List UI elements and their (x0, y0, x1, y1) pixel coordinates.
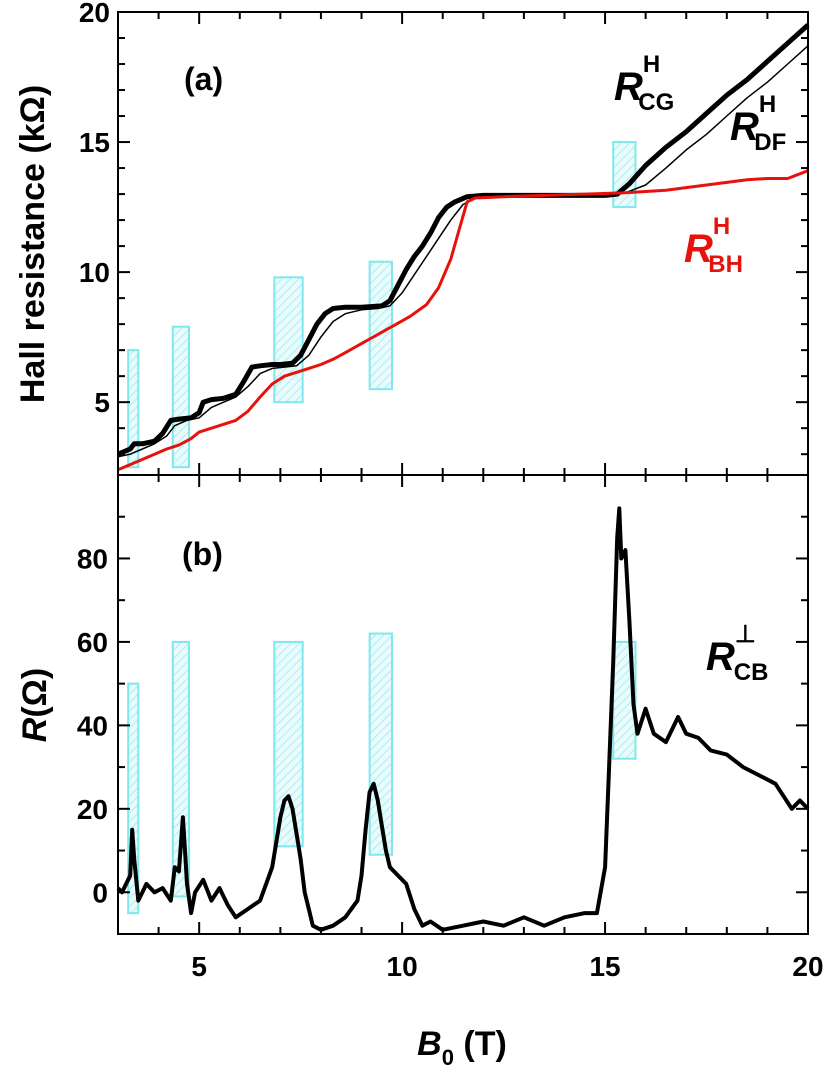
highlight-band-b-3 (368, 632, 393, 856)
panel-b-label: (b) (182, 536, 223, 572)
highlight-band-b-0 (127, 682, 140, 915)
series-label-df-sub: DF (754, 129, 786, 156)
y-tick-label-b: 60 (77, 627, 108, 658)
y-axis-title-b: R(Ω) (16, 668, 54, 742)
x-axis-title-rest: (T) (454, 1025, 507, 1063)
x-tick-label: 5 (191, 951, 207, 982)
series-line-df (117, 45, 809, 458)
y-tick-label-b: 80 (77, 543, 108, 574)
series-label-bh-main: R (684, 227, 713, 271)
y-tick-label-a: 5 (94, 387, 110, 418)
ticks-layer: 5 10 15 20 0 20 40 60 80 5 10 15 20 (77, 0, 824, 982)
y-tick-label-a: 20 (79, 0, 110, 28)
series-label-cg-sub: CG (638, 89, 674, 116)
y-tick-label-b: 20 (77, 794, 108, 825)
x-axis-title-main: B (417, 1025, 442, 1063)
panel-a-label: (a) (184, 61, 223, 97)
series-label-cb: R⊥ CB (706, 621, 768, 686)
series-label-cg-main: R (614, 65, 643, 109)
series-label-cb-sub: CB (734, 659, 769, 686)
y-tick-label-a: 10 (79, 257, 110, 288)
highlight-band-a-0 (127, 349, 140, 469)
y-tick-label-b: 0 (92, 877, 108, 908)
series-label-cb-main: R (706, 635, 735, 679)
highlight-band-a-2 (273, 276, 304, 404)
x-axis-title-sub: 0 (442, 1045, 454, 1070)
series-label-df-sup: H (759, 91, 776, 118)
series-label-cg-sup: H (643, 51, 660, 78)
curves-layer (116, 23, 810, 932)
highlight-bands (127, 141, 637, 915)
y-axis-title-a: Hall resistance (kΩ) (14, 85, 52, 403)
series-label-cb-sup: ⊥ (735, 621, 756, 648)
y-axis-title-b-rest: (Ω) (16, 668, 54, 718)
series-label-df: RH DF (730, 91, 786, 156)
series-line-bh (117, 169, 809, 472)
highlight-band-a-3 (368, 260, 393, 391)
x-tick-label: 20 (792, 951, 823, 982)
series-label-cg: RH CG (614, 51, 674, 116)
x-tick-label: 10 (387, 951, 418, 982)
y-axis-title-b-main: R (16, 717, 54, 742)
x-axis-title: B0 (T) (417, 1025, 507, 1070)
highlight-band-a-4 (612, 141, 637, 209)
y-tick-label-b: 40 (77, 710, 108, 741)
series-label-bh-sup: H (713, 213, 730, 240)
series-label-bh-sub: BH (708, 251, 743, 278)
highlight-band-a-1 (171, 325, 191, 469)
series-line-cg (117, 23, 810, 457)
series-line-cb (116, 506, 810, 932)
highlight-band-b-2 (273, 640, 304, 848)
y-tick-label-a: 15 (79, 127, 110, 158)
series-label-df-main: R (730, 105, 759, 149)
panel-b-frame (117, 474, 809, 935)
x-tick-label: 15 (589, 951, 620, 982)
series-label-bh: RH BH (684, 213, 743, 278)
